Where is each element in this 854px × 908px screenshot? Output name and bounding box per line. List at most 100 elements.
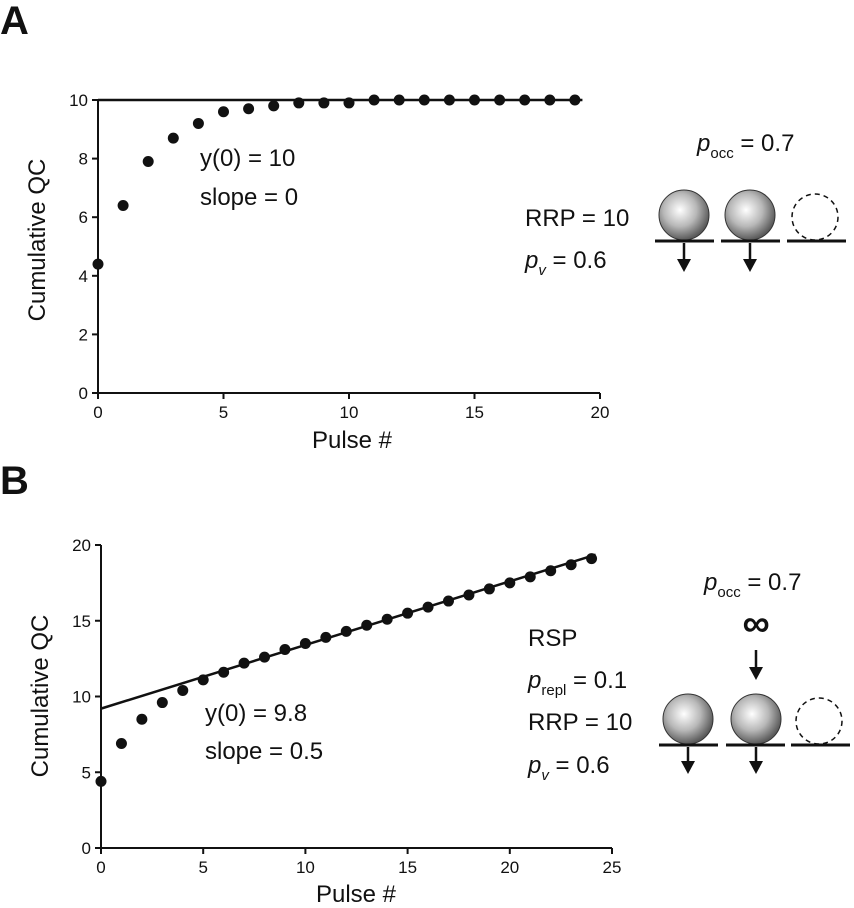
panel-a-data-point [544,94,556,106]
panel-b-ytick-label: 15 [72,612,91,631]
panel-a-vesicle-1 [658,189,710,241]
panel-b-data-point [95,775,107,787]
panel-b-prepl-symbol: p [527,667,541,694]
panel-b-rrp-label: RRP = 10 [528,709,632,736]
panel-a-plot: 0 5 10 15 20 0 2 4 6 8 10 [69,91,609,422]
panel-b-data-point [320,631,332,643]
panel-b-ytick-label: 20 [72,536,91,555]
panel-a-data-point [268,100,280,112]
panel-b-infinity-symbol: ∞ [742,603,769,645]
panel-a-release-arrowhead-1 [677,259,691,272]
panel-a-label: A [0,0,29,43]
panel-b-data-point [504,577,516,589]
panel-a-data-point [443,94,455,106]
panel-a-pv-subscript: v [538,262,547,279]
panel-b-label: B [0,459,29,503]
panel-b-xtick-label: 0 [96,858,105,877]
panel-a-data-point [92,258,104,270]
panel-a-data-point [393,94,405,106]
panel-a-ytick-label: 10 [69,91,88,110]
panel-b-ytick-label: 5 [82,763,91,782]
panel-b-replenish-arrowhead [749,667,763,680]
panel-b-data-point [136,713,148,725]
panel-a-xtick-label: 20 [591,403,610,422]
panel-a-ytick-label: 2 [79,325,88,344]
panel-a-pocc-label: pocc = 0.7 [696,130,794,162]
panel-b-release-arrowhead-1 [681,761,695,774]
panel-b-intercept-annotation: y(0) = 9.8 [205,700,307,727]
panel-b-data-point [340,625,352,637]
panel-b-data-point [361,619,373,631]
panel-a-data-point [569,94,581,106]
panel-a-ytick-label: 8 [79,150,88,169]
panel-b-ylabel: Cumulative QC [27,615,54,778]
panel-b-pocc-symbol: p [703,569,717,596]
panel-b-data-point [565,559,577,571]
panel-b-xlabel: Pulse # [316,881,397,908]
panel-b-data-point [259,651,271,663]
panel-b-pocc-label: pocc = 0.7 [703,569,801,601]
panel-a-ylabel: Cumulative QC [24,159,51,322]
panel-b-data-point [524,571,536,583]
panel-a-data-point [318,97,330,109]
panel-b-data-point [402,607,414,619]
panel-b-data-point [218,666,230,678]
panel-b-data-point [463,589,475,601]
panel-b-xtick-label: 5 [198,858,207,877]
panel-a-xlabel: Pulse # [312,427,393,454]
panel-b-data-point [442,595,454,607]
panel-b-data-point [156,697,168,709]
panel-a-data-point [293,97,305,109]
panel-a-data-point [343,97,355,109]
panel-a-data-point [167,132,179,144]
panel-b-data-point [115,737,127,749]
panel-b-pv-value: = 0.6 [549,752,610,779]
panel-b-vesicle-2 [730,693,782,745]
panel-b-pocc-subscript: occ [717,584,741,601]
panel-a-ytick-label: 4 [79,267,88,286]
panel-b-pv-symbol: p [527,752,541,779]
panel-a-pv-symbol: p [524,247,538,274]
panel-b-data-point [586,553,598,565]
panel-a-data-point [368,94,380,106]
panel-b-xtick-label: 15 [398,858,417,877]
panel-a-data-point [469,94,480,106]
panel-a-pocc-subscript: occ [710,145,734,162]
panel-a-xtick-label: 10 [340,403,359,422]
panel-b-pocc-value: = 0.7 [741,569,802,596]
panel-a-data-point [494,94,506,106]
panel-b-model-schematic: pocc = 0.7 ∞ RSP prepl = 0.1 RRP = 10 pv… [527,569,850,784]
panel-b-rsp-label: RSP [528,625,577,652]
panel-b-empty-site [795,697,843,745]
panel-a-data-point [192,117,204,129]
panel-b-data-point [238,657,250,669]
panel-a-ytick-label: 6 [79,208,88,227]
panel-b-data-point [422,601,434,613]
panel-a-xtick-label: 0 [93,403,102,422]
panel-a-data-point [117,199,129,211]
panel-a-xtick-label: 15 [465,403,484,422]
panel-a-intercept-annotation: y(0) = 10 [200,145,295,172]
panel-b-pv-subscript: v [541,767,550,784]
panel-b-prepl-value: = 0.1 [566,667,627,694]
panel-a-empty-site [791,193,839,241]
panel-a-data-point [418,94,430,106]
panel-b-vesicle-1 [662,693,714,745]
panel-b-data-point [545,565,557,577]
panel-b-ytick-label: 10 [72,688,91,707]
panel-a-data-point [218,106,229,118]
panel-a-vesicle-2 [724,189,776,241]
panel-b-data-point [483,583,495,595]
panel-b-plot: 0 5 10 15 20 25 0 5 10 15 20 [72,536,621,877]
panel-a-model-schematic: pocc = 0.7 RRP = 10 pv = 0.6 [524,130,846,279]
panel-a-data-point [519,94,531,106]
panel-a-pv-value: = 0.6 [546,247,607,274]
panel-b-prepl-label: prepl = 0.1 [527,667,627,699]
panel-a-xtick-label: 5 [219,403,228,422]
panel-a-pocc-symbol: p [696,130,710,157]
panel-b-data-point [279,644,291,656]
panel-b-release-arrowhead-2 [749,761,763,774]
panel-b-data-point [299,637,311,649]
panel-b-pv-label: pv = 0.6 [527,752,610,784]
